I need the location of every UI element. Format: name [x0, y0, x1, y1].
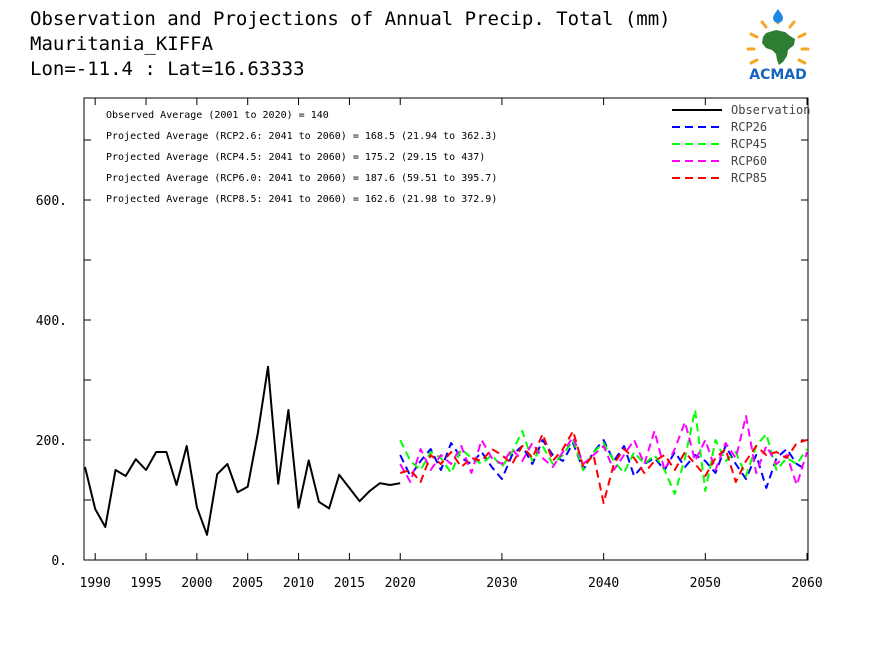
x-tick-label: 2015	[334, 576, 365, 591]
legend-label: RCP45	[731, 137, 767, 151]
acmad-logo: ACMAD	[746, 9, 810, 82]
station-coordinates: Lon=-11.4 : Lat=16.63333	[30, 58, 305, 80]
series-line-rcp60	[399, 415, 808, 486]
stat-line: Projected Average (RCP8.5: 2041 to 2060)…	[106, 194, 497, 205]
stat-line: Projected Average (RCP2.6: 2041 to 2060)…	[106, 131, 497, 142]
series-line-rcp45	[399, 409, 808, 495]
x-tick-label: 1995	[130, 576, 161, 591]
stat-line: Projected Average (RCP4.5: 2041 to 2060)…	[106, 152, 485, 163]
statistics-annotations: Observed Average (2001 to 2020) = 140 Pro…	[106, 110, 497, 205]
y-tick-label: 600.	[36, 194, 67, 209]
x-tick-label: 1990	[80, 576, 111, 591]
stat-line: Observed Average (2001 to 2020) = 140	[106, 110, 329, 121]
x-tick-label: 2000	[181, 576, 212, 591]
y-tick-label: 0.	[51, 554, 67, 569]
x-tick-label: 2030	[486, 576, 517, 591]
axis-ticks: 1990 1995 2000 2005 2010 2015 2020 2030 2040 2050…	[36, 98, 823, 591]
legend-label: RCP85	[731, 171, 767, 185]
logo-text: ACMAD	[749, 67, 807, 82]
x-tick-label: 2050	[690, 576, 721, 591]
legend-label: RCP26	[731, 120, 767, 134]
water-drop-icon	[773, 9, 783, 23]
stat-line: Projected Average (RCP6.0: 2041 to 2060)…	[106, 173, 497, 184]
x-tick-label: 2005	[232, 576, 263, 591]
x-tick-label: 2010	[283, 576, 314, 591]
logo-rays-icon	[746, 15, 810, 65]
x-tick-label: 2060	[791, 576, 822, 591]
series-line-observation	[84, 365, 401, 536]
legend-label: RCP60	[731, 154, 767, 168]
chart-title: Observation and Projections of Annual Pr…	[30, 8, 671, 30]
plot-frame	[83, 97, 809, 561]
legend-label: Observation	[731, 103, 810, 117]
legend: Observation RCP26 RCP45 RCP60 RCP85	[672, 103, 810, 185]
africa-map-icon	[762, 30, 795, 65]
y-tick-label: 400.	[36, 314, 67, 329]
station-name: Mauritania_KIFFA	[30, 33, 214, 55]
y-tick-label: 200.	[36, 434, 67, 449]
x-tick-label: 2020	[385, 576, 416, 591]
x-tick-label: 2040	[588, 576, 619, 591]
series-line-rcp85	[399, 430, 808, 504]
series-lines	[84, 365, 808, 536]
